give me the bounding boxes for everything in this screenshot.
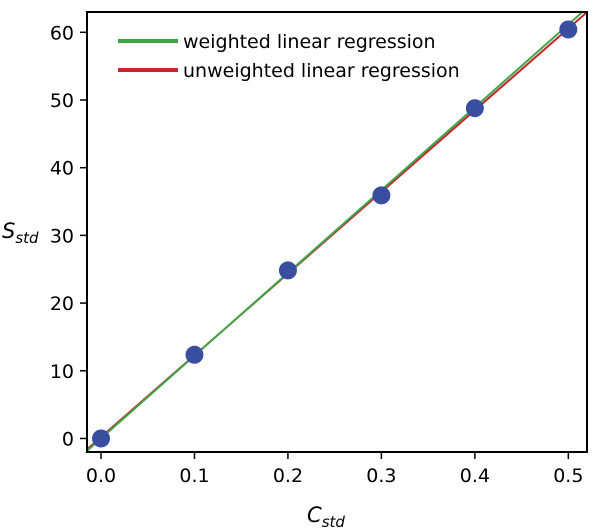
x-axis-ticks: 0.0 0.1 0.2 0.3 0.4 0.5: [86, 452, 583, 487]
y-tick-label: 30: [50, 225, 74, 247]
data-point: [278, 261, 297, 280]
data-point: [559, 20, 578, 39]
x-tick-label: 0.3: [366, 465, 396, 487]
y-tick-label: 60: [50, 22, 74, 44]
data-points: [92, 20, 578, 448]
data-point: [372, 186, 391, 205]
y-axis-ticks: 0 10 20 30 40 50 60: [50, 22, 87, 450]
x-tick-label: 0.4: [460, 465, 490, 487]
y-tick-label: 20: [50, 293, 74, 315]
legend-label: unweighted linear regression: [183, 60, 460, 82]
x-tick-label: 0.1: [179, 465, 209, 487]
y-tick-label: 50: [50, 90, 74, 112]
data-point: [92, 429, 111, 448]
regression-lines: [87, 12, 587, 452]
plot-frame: [86, 11, 588, 453]
x-tick-label: 0.5: [553, 465, 583, 487]
data-point: [465, 99, 484, 118]
x-tick-label: 0.0: [86, 465, 116, 487]
weighted-regression-line: [87, 12, 584, 452]
y-axis-label: Sstd: [2, 219, 39, 247]
x-tick-label: 0.2: [273, 465, 303, 487]
y-tick-label: 0: [62, 428, 74, 450]
y-tick-label: 10: [50, 361, 74, 383]
legend-label: weighted linear regression: [183, 31, 436, 53]
legend: weighted linear regression unweighted lin…: [118, 31, 460, 82]
x-axis-label: Cstd: [307, 503, 345, 531]
y-tick-label: 40: [50, 158, 74, 180]
data-point: [185, 345, 204, 364]
